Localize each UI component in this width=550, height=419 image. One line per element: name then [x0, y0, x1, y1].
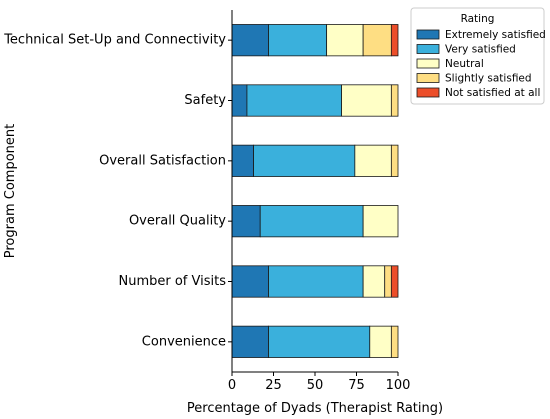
bar-segment-4-1: [268, 265, 364, 298]
x-tick-label-1: 25: [265, 378, 282, 393]
y-tick-label-2: Overall Satisfaction: [99, 153, 226, 168]
bar-segment-1-3: [390, 84, 399, 117]
legend: Rating Extremely satisfied Very satisfied…: [410, 7, 546, 105]
bar-segment-0-4: [390, 24, 399, 57]
legend-swatch-2: [416, 58, 440, 69]
bar-segment-1-0: [231, 84, 248, 117]
bar-segment-0-1: [268, 24, 328, 57]
y-axis-title: Program Component: [3, 124, 18, 258]
legend-title: Rating: [461, 13, 495, 25]
axes-group: Technical Set-Up and Connectivity Safety O…: [3, 10, 410, 393]
y-tick-label-4: Number of Visits: [119, 274, 227, 289]
bar-segment-2-0: [231, 144, 254, 177]
bar-segment-2-1: [253, 144, 356, 177]
bar-segment-4-4: [390, 265, 399, 298]
bar-segment-3-1: [259, 205, 364, 238]
x-tick-label-0: 0: [228, 378, 236, 393]
legend-swatch-4: [416, 87, 440, 98]
x-axis-title: Percentage of Dyads (Therapist Rating): [187, 401, 443, 416]
bar-segment-3-2: [362, 205, 399, 238]
bar-segment-4-3: [384, 265, 392, 298]
y-tick-label-3: Overall Quality: [129, 214, 226, 229]
bar-segment-4-0: [231, 265, 269, 298]
bars-group: [231, 24, 399, 358]
y-tick-label-1: Safety: [184, 93, 226, 108]
legend-entry-4: Not satisfied at all: [445, 87, 540, 99]
bar-segment-5-2: [369, 325, 392, 358]
bar-segment-2-3: [390, 144, 399, 177]
legend-swatch-3: [416, 73, 440, 83]
bar-segment-0-0: [231, 24, 269, 57]
legend-entry-1: Very satisfied: [445, 44, 516, 56]
bar-segment-5-0: [231, 325, 269, 358]
bar-segment-2-2: [354, 144, 392, 177]
bar-segment-1-2: [341, 84, 392, 117]
bar-segment-0-2: [326, 24, 364, 57]
bar-segment-3-0: [231, 205, 261, 238]
bar-segment-1-1: [246, 84, 342, 117]
x-tick-label-2: 50: [307, 378, 324, 393]
x-tick-label-4: 100: [386, 378, 411, 393]
legend-entry-2: Neutral: [445, 58, 484, 70]
x-tick-label-3: 75: [348, 378, 365, 393]
bar-segment-5-1: [268, 325, 371, 358]
legend-swatch-1: [416, 44, 440, 54]
bar-segment-0-3: [362, 24, 392, 57]
legend-frame: [410, 7, 545, 105]
bar-segment-4-2: [362, 265, 386, 298]
legend-entry-0: Extremely satisfied: [445, 29, 546, 41]
legend-entry-3: Slightly satisfied: [445, 73, 532, 85]
bar-segment-5-3: [390, 325, 399, 358]
y-tick-label-0: Technical Set-Up and Connectivity: [3, 33, 226, 48]
legend-swatch-0: [416, 29, 440, 40]
y-tick-label-5: Convenience: [142, 334, 226, 349]
